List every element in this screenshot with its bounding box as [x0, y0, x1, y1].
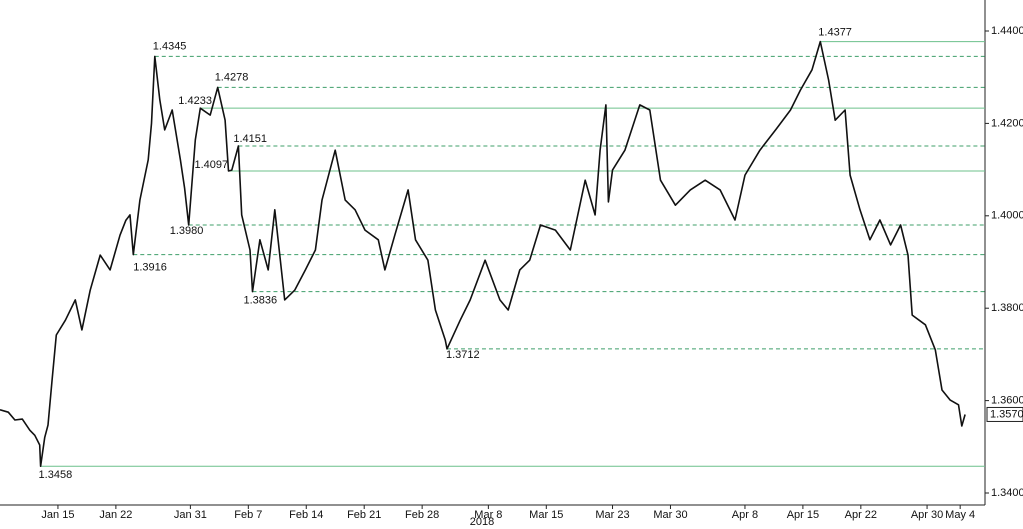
annotation-label: 1.3712: [446, 349, 480, 361]
x-tick-label: Apr 22: [845, 509, 877, 521]
x-tick-label: Mar 15: [529, 509, 563, 521]
last-value-label: 1.3570: [990, 408, 1023, 420]
annotation-label: 1.3458: [39, 469, 73, 481]
x-tick-label: Mar 30: [653, 509, 687, 521]
last-value-box: [986, 406, 1023, 422]
x-tick-label: Apr 15: [787, 509, 819, 521]
annotation-label: 1.4097: [194, 159, 228, 171]
annotation-label: 1.3836: [243, 294, 277, 306]
x-tick-label: Feb 21: [347, 509, 381, 521]
annotation-label: 1.4278: [215, 71, 249, 83]
x-tick-label: Feb 14: [289, 509, 323, 521]
annotation-label: 1.4151: [233, 133, 267, 145]
y-tick-label: 1.4000: [991, 210, 1023, 222]
x-tick-label: Mar 23: [595, 509, 629, 521]
y-tick-label: 1.4200: [991, 117, 1023, 129]
y-tick-label: 1.4400: [991, 25, 1023, 37]
x-tick-label: Apr 30: [911, 509, 943, 521]
x-axis-label: 2018: [470, 516, 494, 528]
x-tick-label: Jan 22: [99, 509, 132, 521]
y-tick-label: 1.3800: [991, 302, 1023, 314]
price-line: [0, 40, 966, 467]
x-tick-label: Apr 8: [732, 509, 758, 521]
annotation-label: 1.4345: [153, 40, 187, 52]
x-tick-label: Mar 8: [474, 509, 502, 521]
annotation-label: 1.4377: [818, 27, 852, 39]
x-tick-label: Jan 31: [174, 509, 207, 521]
x-tick-label: Feb 28: [405, 509, 439, 521]
annotation-label: 1.3916: [133, 262, 167, 274]
annotation-label: 1.4233: [178, 95, 212, 107]
y-tick-label: 1.3400: [991, 487, 1023, 499]
x-tick-label: May 4: [945, 509, 975, 521]
y-tick-label: 1.3600: [991, 395, 1023, 407]
x-tick-label: Feb 7: [234, 509, 262, 521]
x-tick-label: Jan 15: [41, 509, 74, 521]
annotation-label: 1.3980: [170, 225, 204, 237]
